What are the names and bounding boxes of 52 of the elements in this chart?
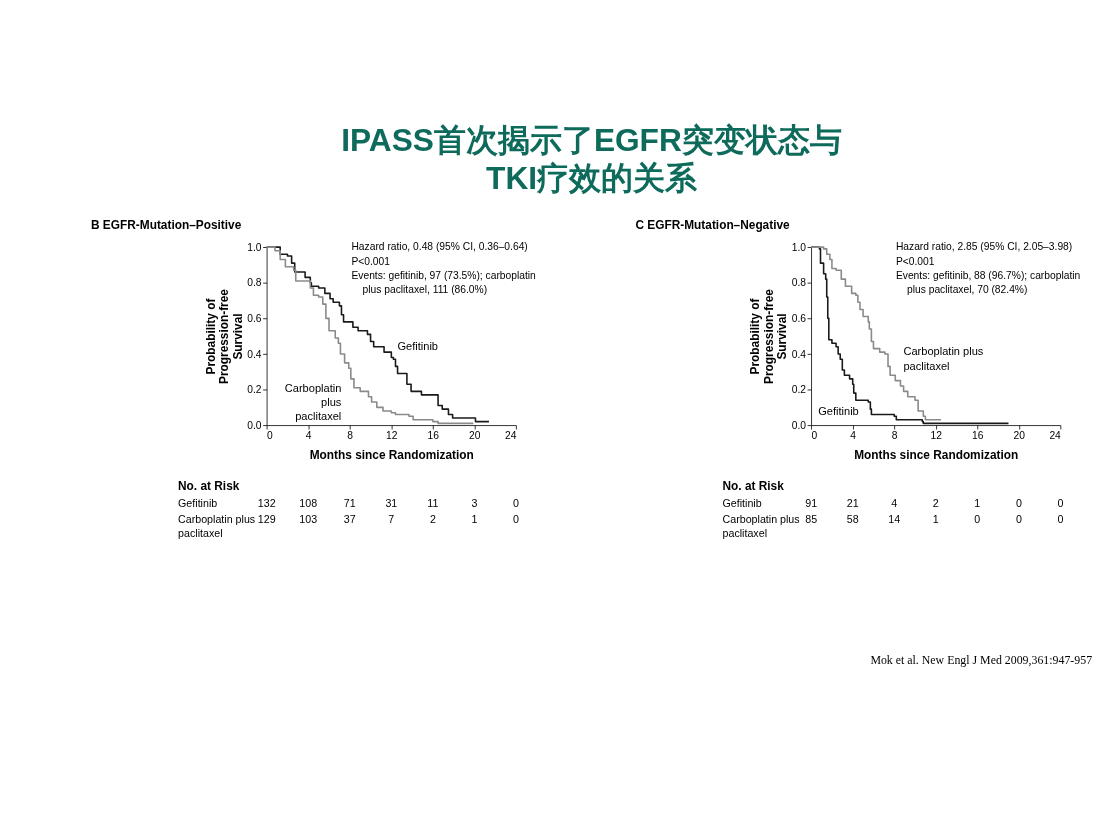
annotation: Hazard ratio, 2.85 (95% CI, 2.05–3.98) <box>895 241 1073 253</box>
annotation: Events: gefitinib, 88 (96.7%); carboplatin <box>895 269 1081 281</box>
text: Carboplatin plus paclitaxel 85 58 14 1 0 0 0 <box>722 512 1064 539</box>
x-tick-label: 24 <box>1049 430 1062 442</box>
y-tick-label: 0.2 <box>247 384 262 396</box>
x-tick-label: 4 <box>305 430 312 442</box>
y-tick-label: 0.0 <box>247 419 262 431</box>
annotation: Events: gefitinib, 97 (73.5%); carboplatin <box>351 269 537 281</box>
y-tick-label: 0.4 <box>247 348 262 360</box>
y-tick-label: 0.4 <box>791 348 807 360</box>
text: Mok et al. New Engl J Med 2009,361:947-957 <box>870 653 1093 668</box>
x-tick-label: 12 <box>386 430 398 442</box>
x-tick-label: 24 <box>504 430 517 442</box>
text: No. at Risk <box>722 479 785 494</box>
y-tick-label: 0.8 <box>247 277 262 289</box>
x-axis-title: Months since Randomization <box>309 447 474 462</box>
x-tick-label: 8 <box>891 430 898 442</box>
y-tick-label: 0.6 <box>791 312 807 324</box>
annotation: P<0.001 <box>351 255 391 267</box>
text: IPASS首次揭示了EGFR突变状态与TKI疗效的关系 <box>341 122 842 197</box>
text: Carboplatin plus paclitaxel 129 103 37 7 2 1 0 <box>178 512 519 539</box>
x-tick-label: 16 <box>427 430 440 442</box>
y-tick-label: 0.2 <box>791 384 807 396</box>
annotation: plus paclitaxel, 111 (86.0%) <box>362 284 488 296</box>
series-label: Gefitinib <box>397 339 439 352</box>
annotation: Hazard ratio, 0.48 (95% CI, 0.36–0.64) <box>351 241 528 253</box>
x-tick-label: 16 <box>972 430 984 442</box>
x-tick-label: 20 <box>469 430 481 442</box>
y-axis-title: Probability of Progression-free Survival <box>748 288 790 384</box>
annotation: plus paclitaxel, 70 (82.4%) <box>906 284 1028 296</box>
text: No. at Risk <box>178 479 240 494</box>
y-axis-title: Probability of Progression-free Survival <box>203 288 245 384</box>
x-tick-label: 4 <box>850 430 857 442</box>
series-label: Gefitinib <box>818 404 859 417</box>
x-axis-title: Months since Randomization <box>854 447 1019 462</box>
x-tick-label: 12 <box>930 430 943 442</box>
y-tick-label: 1.0 <box>791 241 807 253</box>
y-tick-label: 1.0 <box>247 241 262 253</box>
text: B EGFR-Mutation–Positive <box>91 217 242 232</box>
text: Gefitinib 132 108 71 31 11 3 0 <box>178 496 519 509</box>
x-tick-label: 0 <box>267 430 274 442</box>
series-label: Carboplatin plus paclitaxel <box>284 381 342 423</box>
y-tick-label: 0.0 <box>791 419 807 431</box>
series-label: Carboplatin plus paclitaxel <box>903 345 984 372</box>
text: C EGFR-Mutation–Negative <box>635 217 791 232</box>
text: Gefitinib 91 21 4 2 1 0 0 <box>722 496 1064 509</box>
y-tick-label: 0.6 <box>247 312 262 324</box>
annotation: P<0.001 <box>895 255 935 267</box>
x-tick-label: 8 <box>347 430 354 442</box>
x-tick-label: 20 <box>1013 430 1026 442</box>
x-tick-label: 0 <box>811 430 818 442</box>
y-tick-label: 0.8 <box>791 277 807 289</box>
